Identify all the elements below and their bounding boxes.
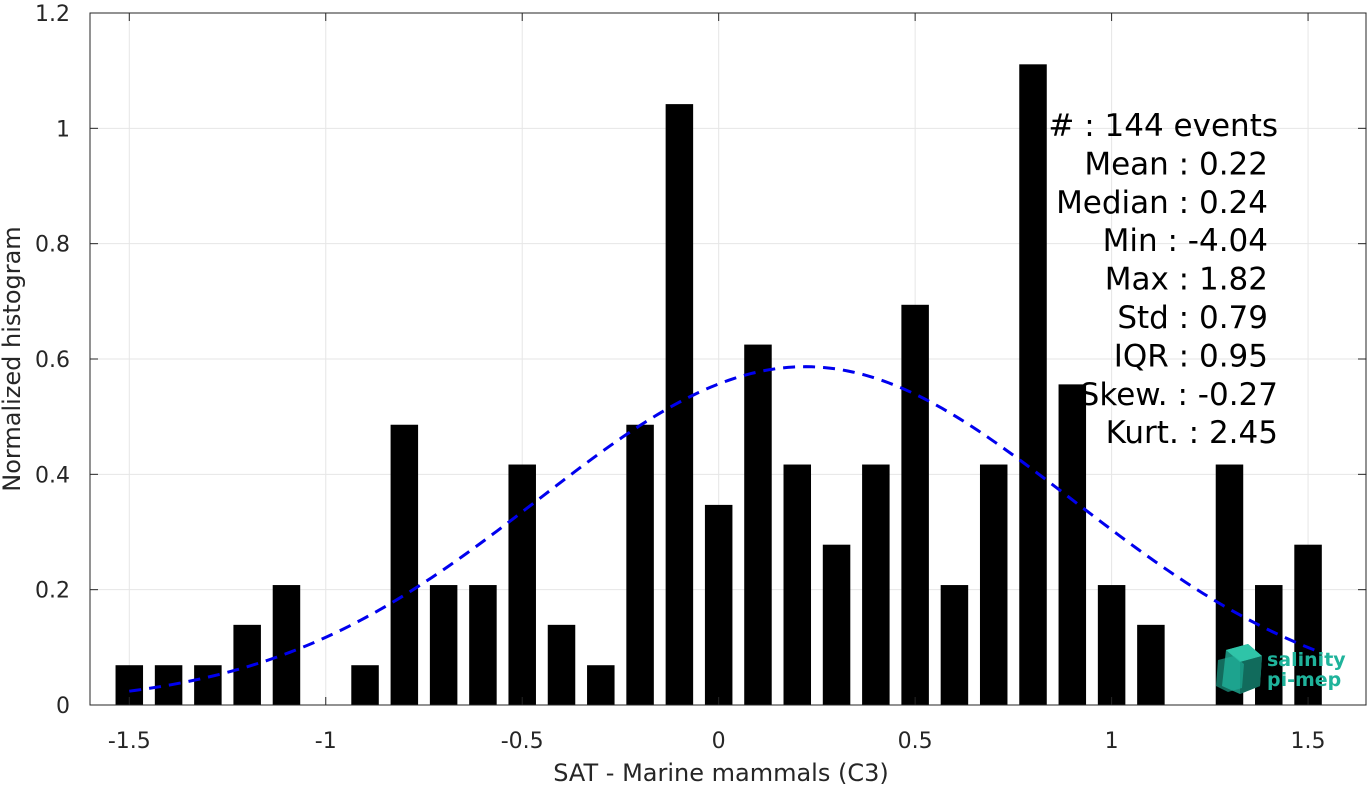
histogram-bar [626,424,654,705]
y-tick-label: 0.4 [35,463,70,488]
histogram-bar [1097,585,1126,705]
histogram-bar [469,585,497,705]
y-tick-label: 0.6 [35,348,70,373]
cube-logo-icon [1216,644,1262,694]
histogram-bar [1294,544,1322,705]
y-axis-ticks: 0 0.2 0.4 0.6 0.8 1 1.2 [35,2,1366,719]
stat-annotation: # : 144 events [1048,108,1278,144]
x-tick-label: 0.5 [898,729,933,754]
logo-text-line1: salinity [1267,649,1346,671]
histogram-bar [587,665,615,705]
histogram-bar [940,585,969,705]
stat-annotation: Mean : 0.22 [1084,146,1268,182]
gaussian-fit-curve [129,365,1317,693]
y-tick-label: 0.8 [35,233,70,258]
y-tick-label: 1.2 [35,2,70,27]
x-tick-label: 1 [1105,729,1119,754]
stat-annotation: Min : -4.04 [1103,223,1268,259]
histogram-bar [390,424,419,705]
y-tick-label: 1 [56,117,70,142]
stat-annotation: Skew. : -0.27 [1080,377,1278,413]
histogram-bar [429,585,458,705]
stat-annotation: IQR : 0.95 [1114,338,1268,374]
histogram-bar [862,464,890,705]
x-tick-label: -1.5 [108,729,151,754]
histogram-bar [704,504,733,705]
histogram-bar [508,464,536,705]
histogram-bar [901,304,929,705]
y-tick-label: 0.2 [35,579,70,604]
x-tick-label: -1 [315,729,337,754]
stat-annotation: Std : 0.79 [1117,300,1268,336]
histogram-bar [547,624,576,705]
histogram-bar [783,464,812,705]
histogram-bar [351,665,379,705]
histogram-bar [1058,384,1087,705]
histogram-bar [194,665,222,705]
x-tick-label: -0.5 [501,729,544,754]
histogram-bar [979,464,1008,705]
histogram-bar [822,544,851,705]
histogram-bar [665,104,694,705]
x-axis-label: SAT - Marine mammals (C3) [553,759,888,785]
histogram-bar [1137,624,1165,705]
stat-annotation: Median : 0.24 [1056,185,1268,221]
stat-annotation: Max : 1.82 [1105,262,1268,298]
salinity-pimep-logo: salinity pi-mep [1216,644,1346,694]
y-tick-label: 0 [56,694,70,719]
x-axis-ticks: -1.5 -1 -0.5 0 0.5 1 1.5 [108,13,1326,754]
histogram-bar [1019,64,1047,705]
x-tick-label: 0 [712,729,726,754]
logo-text-line2: pi-mep [1267,669,1341,691]
stat-annotation: Kurt. : 2.45 [1106,415,1278,451]
histogram-bar [744,344,772,705]
histogram-bar [154,665,183,705]
histogram-bar [272,585,301,705]
y-axis-label: Normalized histogram [0,226,26,491]
x-tick-label: 1.5 [1291,729,1326,754]
